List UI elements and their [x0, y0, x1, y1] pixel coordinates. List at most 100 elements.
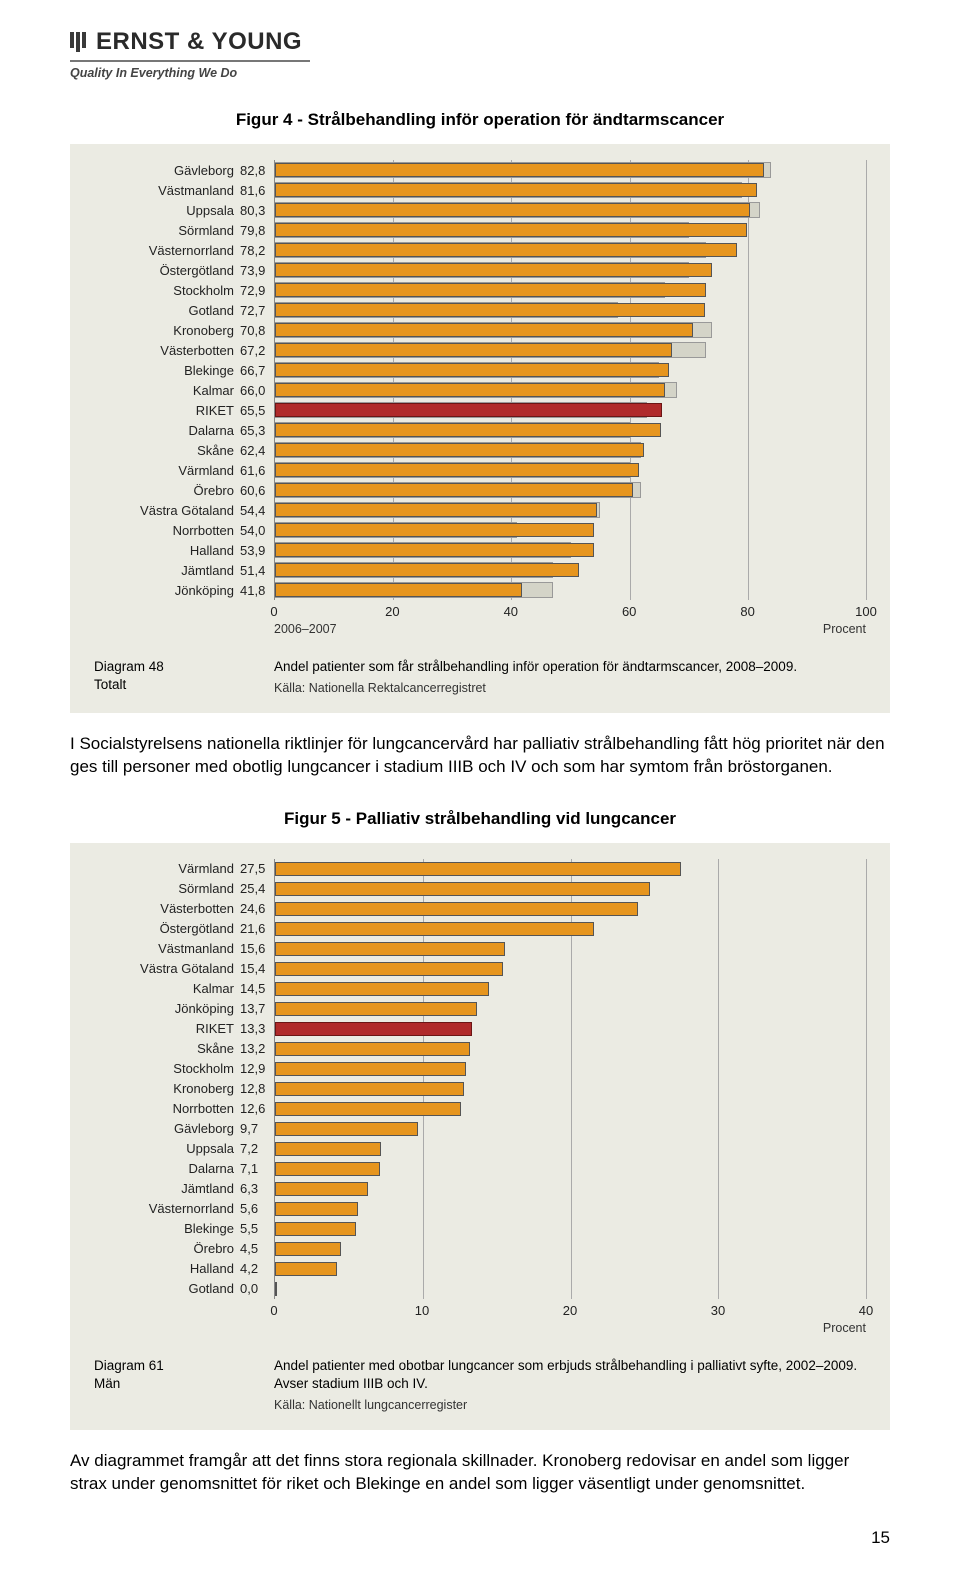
chart-bar-row — [275, 420, 866, 440]
bar-region — [275, 343, 672, 357]
bar-region — [275, 1142, 381, 1156]
axis-tick-label: 40 — [859, 1303, 873, 1318]
chart-area: Värmland27,5Sörmland25,4Västerbotten24,6… — [94, 859, 866, 1299]
chart-row-label: Jämtland6,3 — [94, 1179, 274, 1199]
region-name: Västerbotten — [160, 344, 240, 357]
region-value: 21,6 — [240, 922, 274, 935]
chart-bar-row — [275, 1199, 866, 1219]
diagram-source: Källa: Nationellt lungcancerregister — [274, 1397, 866, 1414]
chart-bar-row — [275, 959, 866, 979]
chart-area: Gävleborg82,8Västmanland81,6Uppsala80,3S… — [94, 160, 866, 600]
region-value: 72,9 — [240, 284, 274, 297]
region-value: 62,4 — [240, 444, 274, 457]
region-name: Kalmar — [193, 982, 240, 995]
region-value: 78,2 — [240, 244, 274, 257]
bar-region — [275, 443, 644, 457]
region-value: 60,6 — [240, 484, 274, 497]
diagram-number: Diagram 48 — [94, 658, 274, 676]
bar-region — [275, 1042, 470, 1056]
chart-bar-row — [275, 879, 866, 899]
chart-row-label: Västra Götaland15,4 — [94, 959, 274, 979]
region-name: Gävleborg — [174, 164, 240, 177]
logo-row: ERNST & YOUNG — [70, 28, 890, 56]
chart-bar-row — [275, 999, 866, 1019]
chart-row-label: Örebro60,6 — [94, 480, 274, 500]
axis-tick-label: 60 — [622, 604, 636, 619]
chart-row-label: Jönköping13,7 — [94, 999, 274, 1019]
chart-row-label: Värmland27,5 — [94, 859, 274, 879]
diagram-description: Andel patienter med obotbar lungcancer s… — [274, 1357, 866, 1393]
figure5-title: Figur 5 - Palliativ strålbehandling vid … — [70, 809, 890, 829]
chart-row-label: Värmland61,6 — [94, 460, 274, 480]
region-value: 73,9 — [240, 264, 274, 277]
chart-bar-row — [275, 1179, 866, 1199]
bar-region — [275, 902, 638, 916]
region-name: Örebro — [194, 1242, 240, 1255]
region-name: Sörmland — [178, 224, 240, 237]
chart-row-label: Västmanland81,6 — [94, 180, 274, 200]
chart-bars-col — [274, 859, 866, 1299]
region-name: Skåne — [197, 444, 240, 457]
region-name: Kronoberg — [173, 324, 240, 337]
region-name: Västmanland — [158, 184, 240, 197]
chart-bar-row — [275, 1239, 866, 1259]
region-value: 54,0 — [240, 524, 274, 537]
chart-row-label: Jämtland51,4 — [94, 560, 274, 580]
chart-row-label: Gotland0,0 — [94, 1279, 274, 1299]
bar-region — [275, 1162, 380, 1176]
region-name: Västernorrland — [149, 244, 240, 257]
chart-bar-row — [275, 1059, 866, 1079]
axis-tick-label: 0 — [270, 1303, 277, 1318]
chart-bar-row — [275, 580, 866, 600]
bar-region — [275, 1242, 341, 1256]
region-value: 82,8 — [240, 164, 274, 177]
region-value: 7,1 — [240, 1162, 274, 1175]
bar-region — [275, 1002, 477, 1016]
axis-tick-label: 20 — [563, 1303, 577, 1318]
bar-region — [275, 1082, 464, 1096]
chart-bar-row — [275, 1159, 866, 1179]
region-name: RIKET — [196, 1022, 240, 1035]
logo-block: ERNST & YOUNG Quality In Everything We D… — [70, 28, 890, 80]
chart-bar-row — [275, 380, 866, 400]
axis-tick-label: 30 — [711, 1303, 725, 1318]
chart-bar-row — [275, 440, 866, 460]
region-value: 67,2 — [240, 344, 274, 357]
legend-prev-label: 2006–2007 — [274, 622, 337, 636]
bar-region — [275, 483, 633, 497]
region-value: 53,9 — [240, 544, 274, 557]
chart-row-label: Örebro4,5 — [94, 1239, 274, 1259]
chart-labels-col: Värmland27,5Sörmland25,4Västerbotten24,6… — [94, 859, 274, 1299]
bar-region — [275, 423, 661, 437]
region-name: Halland — [190, 1262, 240, 1275]
logo-divider — [70, 60, 310, 62]
chart-row-label: Blekinge5,5 — [94, 1219, 274, 1239]
chart-row-label: Halland53,9 — [94, 540, 274, 560]
chart-row-label: Kalmar66,0 — [94, 380, 274, 400]
region-name: Västerbotten — [160, 902, 240, 915]
region-value: 12,9 — [240, 1062, 274, 1075]
chart-bar-row — [275, 899, 866, 919]
axis-tick-label: 80 — [740, 604, 754, 619]
chart-bar-row — [275, 1219, 866, 1239]
region-value: 4,2 — [240, 1262, 274, 1275]
region-value: 65,5 — [240, 404, 274, 417]
region-name: Jönköping — [175, 584, 240, 597]
chart-bar-row — [275, 560, 866, 580]
figure4-panel: Gävleborg82,8Västmanland81,6Uppsala80,3S… — [70, 144, 890, 713]
region-value: 70,8 — [240, 324, 274, 337]
grid-line — [866, 160, 867, 600]
region-value: 61,6 — [240, 464, 274, 477]
bar-region — [275, 543, 594, 557]
chart-bar-row — [275, 859, 866, 879]
page-number: 15 — [70, 1528, 890, 1548]
region-value: 54,4 — [240, 504, 274, 517]
bar-region — [275, 1262, 337, 1276]
chart-bar-row — [275, 1139, 866, 1159]
logo-text: ERNST & YOUNG — [96, 28, 302, 56]
bar-region — [275, 962, 503, 976]
chart-row-label: Halland4,2 — [94, 1259, 274, 1279]
chart-meta: Diagram 48TotaltAndel patienter som får … — [94, 658, 866, 697]
chart-row-label: Västerbotten67,2 — [94, 340, 274, 360]
chart-row-label: Västerbotten24,6 — [94, 899, 274, 919]
